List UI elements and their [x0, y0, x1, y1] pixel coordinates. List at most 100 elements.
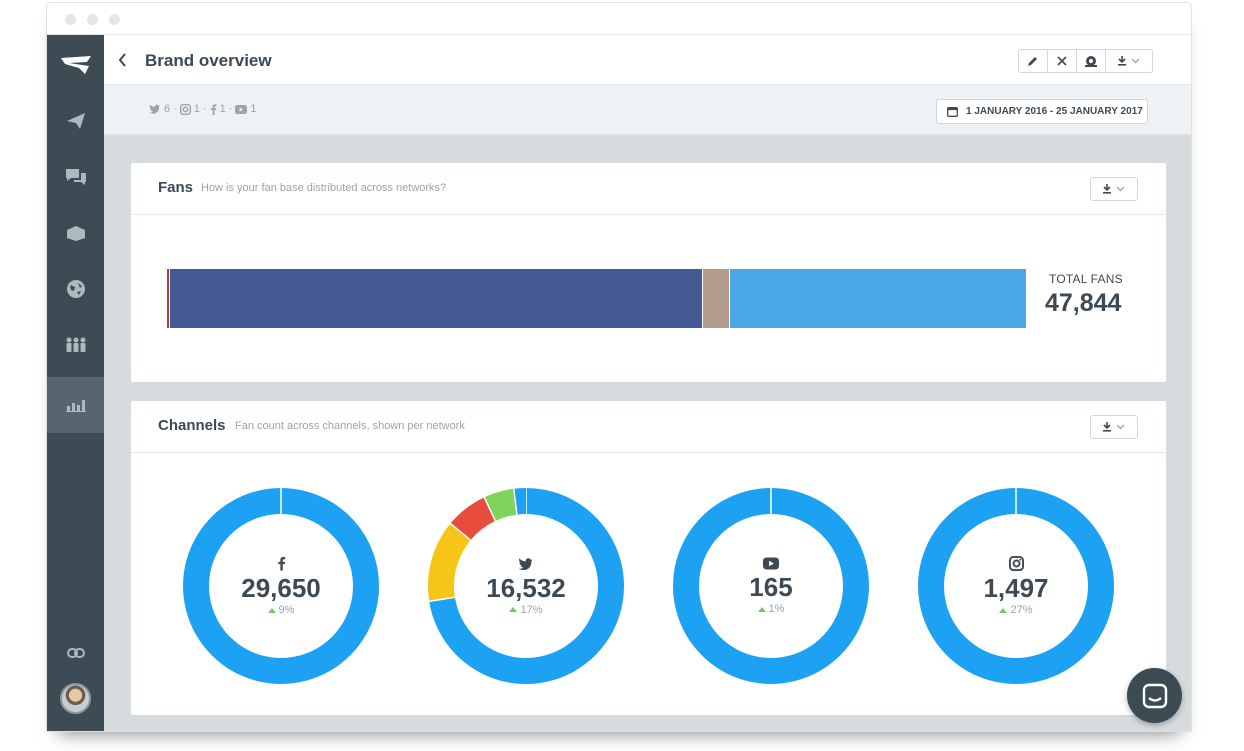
fans-card-subtitle: How is your fan base distributed across … — [201, 182, 447, 194]
fan-segment-facebook[interactable] — [169, 269, 703, 328]
fan-segment-twitter[interactable] — [729, 269, 1027, 328]
chat-bubbles-icon — [65, 169, 86, 185]
channels-card-subtitle: Fan count across channels, shown per net… — [235, 420, 465, 432]
twitter-icon — [149, 104, 160, 114]
brand-logo-icon — [60, 56, 91, 74]
sidebar-item-reports[interactable] — [47, 377, 104, 433]
instagram-icon — [1008, 556, 1024, 571]
donut-center: 165 1% — [672, 487, 870, 685]
separator-dot: · — [202, 103, 207, 115]
channels-card: Channels Fan count across channels, show… — [131, 401, 1166, 715]
close-report-button[interactable] — [1048, 50, 1077, 72]
channel-change: 27% — [999, 604, 1033, 616]
instagram-count: 1 — [193, 103, 200, 115]
sidebar — [47, 35, 104, 731]
up-arrow-icon — [509, 607, 518, 612]
donut-divider — [429, 596, 456, 603]
total-fans-label: TOTAL FANS — [1049, 272, 1123, 286]
channel-change: 17% — [509, 604, 543, 616]
filter-bar: 6 · 1 · 1 · 1 1 JANUARY 2016 - 25 JANUAR… — [104, 85, 1191, 135]
twitter-count: 6 — [164, 103, 171, 115]
back-chevron-icon[interactable] — [116, 51, 130, 69]
download-dropdown-button[interactable] — [1106, 50, 1152, 72]
calendar-icon — [947, 107, 958, 117]
channel-value: 1,497 — [983, 573, 1049, 603]
donut-segment-twitter-1[interactable] — [428, 523, 471, 602]
channel-donut-instagram[interactable]: 1,497 27% — [917, 487, 1115, 685]
donut-center: 1,497 27% — [917, 487, 1115, 685]
bar-chart-icon — [65, 400, 86, 412]
window-close-dot[interactable] — [65, 14, 76, 25]
chat-icon — [1142, 683, 1167, 708]
share-button[interactable] — [1077, 50, 1106, 72]
donut-segment-twitter-2[interactable] — [450, 497, 496, 541]
window-titlebar — [47, 3, 1191, 35]
date-range-label: 1 JANUARY 2016 - 25 JANUARY 2017 — [966, 106, 1143, 117]
channel-value: 29,650 — [241, 573, 321, 603]
network-counts[interactable]: 6 · 1 · 1 · 1 — [149, 103, 257, 115]
channel-donut-twitter[interactable]: 16,532 17% — [427, 487, 625, 685]
fans-download-button[interactable] — [1090, 177, 1138, 201]
channel-donut-youtube[interactable]: 165 1% — [672, 487, 870, 685]
page-header: Brand overview — [104, 35, 1191, 85]
youtube-count: 1 — [250, 103, 257, 115]
donut-center: 29,650 9% — [182, 487, 380, 685]
youtube-icon — [763, 557, 779, 570]
twitter-icon — [518, 557, 533, 570]
fan-distribution-bar — [167, 269, 1027, 328]
app-window: Brand overview 6 · 1 · 1 · — [46, 2, 1192, 732]
sidebar-item-links[interactable] — [47, 625, 104, 681]
window-zoom-dot[interactable] — [109, 14, 120, 25]
up-arrow-icon — [999, 607, 1008, 613]
channels-download-button[interactable] — [1090, 415, 1138, 439]
close-icon — [1057, 56, 1067, 66]
youtube-icon — [235, 104, 248, 114]
window-minimize-dot[interactable] — [87, 14, 98, 25]
user-avatar[interactable] — [60, 683, 91, 714]
fan-segment-youtube[interactable] — [167, 269, 170, 328]
donut-segment-twitter-3[interactable] — [484, 488, 517, 521]
donut-center: 16,532 17% — [427, 487, 625, 685]
youtube-donut-ring — [672, 488, 869, 684]
channel-change-value: 27% — [1010, 604, 1033, 616]
team-icon — [66, 337, 85, 352]
facebook-count: 1 — [219, 103, 226, 115]
donut-divider — [483, 497, 497, 522]
channel-change-value: 1% — [768, 603, 785, 615]
donut-divider — [450, 522, 472, 541]
up-arrow-icon — [757, 606, 766, 612]
download-chevron-icon — [1118, 56, 1140, 66]
sidebar-logo[interactable] — [47, 37, 104, 93]
channel-value: 16,532 — [486, 572, 566, 603]
twitter-donut-ring — [428, 488, 624, 684]
channel-value: 165 — [749, 572, 793, 602]
sidebar-item-team[interactable] — [47, 317, 104, 373]
fan-segment-instagram[interactable] — [702, 269, 730, 328]
channel-change: 1% — [757, 603, 785, 615]
instagram-icon — [179, 103, 191, 115]
download-chevron-icon — [1103, 184, 1125, 194]
edit-button[interactable] — [1019, 50, 1048, 72]
sidebar-item-publish[interactable] — [47, 93, 104, 149]
support-chat-button[interactable] — [1127, 668, 1182, 723]
page-title: Brand overview — [145, 51, 272, 70]
channel-change-value: 9% — [278, 604, 295, 616]
sidebar-item-engage[interactable] — [47, 149, 104, 205]
share-bubble-icon — [1085, 55, 1097, 67]
pencil-icon — [1028, 57, 1037, 66]
facebook-donut-ring — [182, 488, 379, 684]
facebook-icon — [277, 556, 285, 571]
separator-dot: · — [173, 103, 177, 115]
fans-card-title: Fans — [158, 179, 194, 196]
facebook-icon — [210, 103, 216, 115]
channels-card-title: Channels — [158, 417, 226, 434]
sidebar-item-listen[interactable] — [47, 261, 104, 317]
total-fans-value: 47,844 — [1045, 289, 1122, 317]
header-actions — [1018, 49, 1153, 73]
channel-donut-facebook[interactable]: 29,650 9% — [182, 487, 380, 685]
box-icon — [66, 226, 85, 241]
sidebar-item-content[interactable] — [47, 205, 104, 261]
channels-card-header: Channels Fan count across channels, show… — [131, 401, 1166, 453]
date-range-picker[interactable]: 1 JANUARY 2016 - 25 JANUARY 2017 — [936, 99, 1148, 124]
globe-icon — [66, 280, 85, 298]
